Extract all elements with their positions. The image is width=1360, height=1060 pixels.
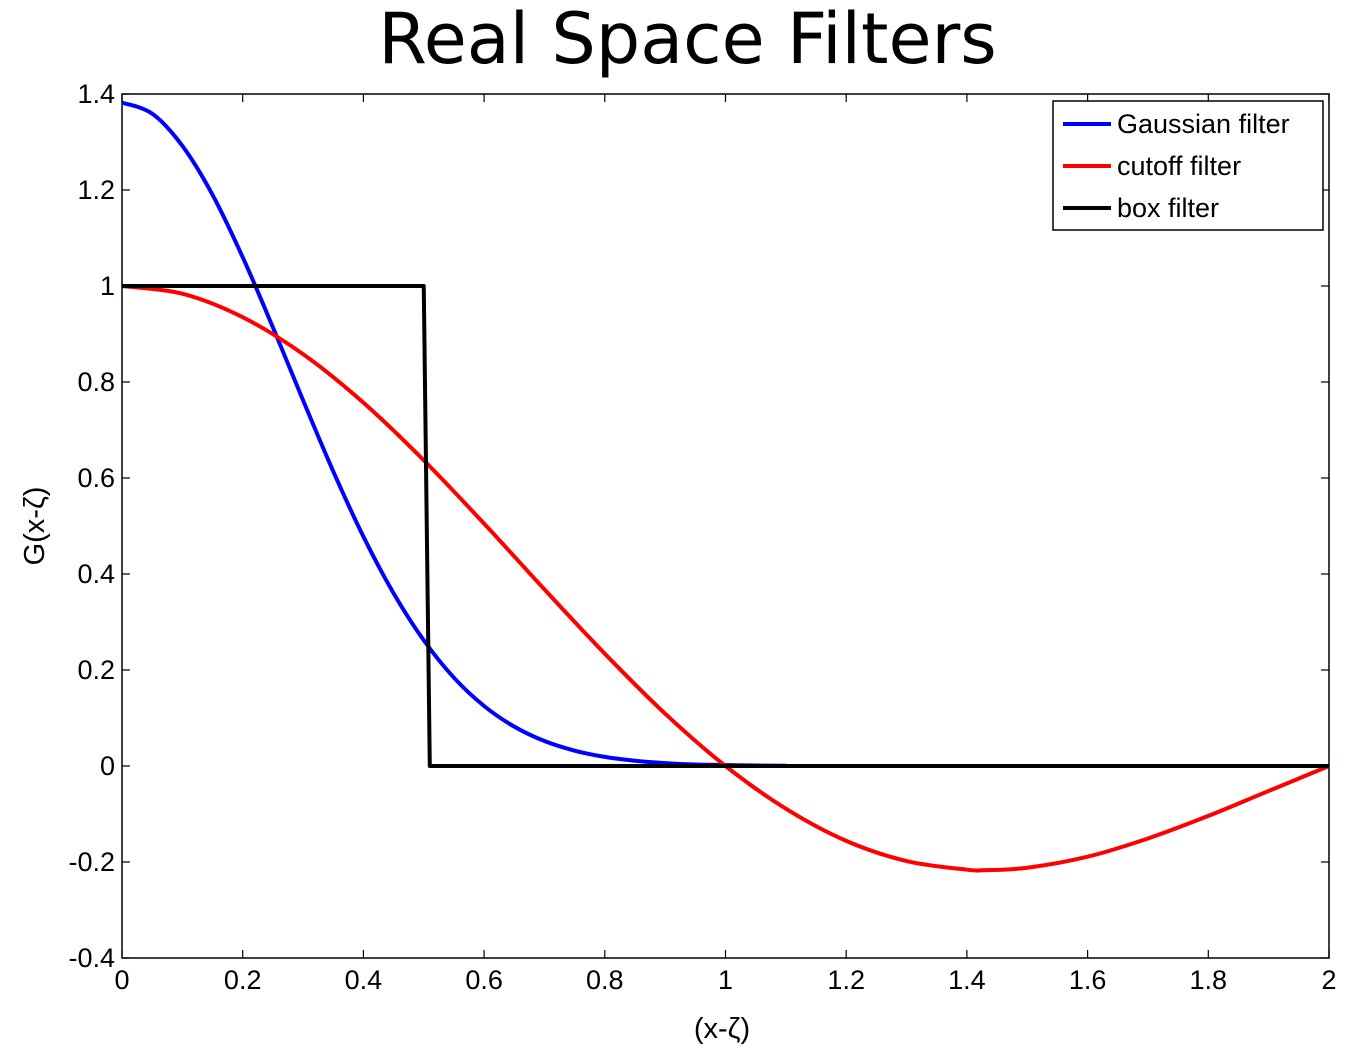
y-tick-label: -0.4 xyxy=(68,943,115,973)
x-tick-label: 0.6 xyxy=(465,965,503,995)
series-line-gaussian xyxy=(121,100,786,768)
x-tick-label: 1.4 xyxy=(948,965,986,995)
y-tick-label: 1 xyxy=(100,271,115,301)
y-tick-label: 0.6 xyxy=(77,463,115,493)
x-tick-label: 1.2 xyxy=(827,965,865,995)
y-axis-label: G(x-ζ) xyxy=(19,487,51,566)
y-tick-label: 1.4 xyxy=(77,79,115,109)
y-tick-label: 0.2 xyxy=(77,655,115,685)
x-tick-label: 0.2 xyxy=(224,965,262,995)
y-tick-label: 1.2 xyxy=(77,175,115,205)
chart-title: Real Space Filters xyxy=(378,0,997,80)
x-axis-label: (x-ζ) xyxy=(694,1013,750,1045)
x-tick-label: 1.8 xyxy=(1190,965,1228,995)
series-line-box xyxy=(122,284,1329,768)
series-line-cutoff xyxy=(121,284,1330,873)
y-tick-label: 0 xyxy=(100,751,115,781)
y-tick-label: 0.8 xyxy=(77,367,115,397)
ticks-group: 0 0.2 0.4 0.6 0.8 1 1.2 1.4 1.6 1.8 2 -0.4 -0.2 0 0.2 0… xyxy=(68,79,1336,995)
legend-label-cutoff: cutoff filter xyxy=(1117,151,1241,181)
legend: Gaussian filter cutoff filter box filter xyxy=(1052,100,1324,231)
y-tick-label: 0.4 xyxy=(77,559,115,589)
x-tick-label: 1 xyxy=(718,965,733,995)
x-tick-label: 2 xyxy=(1321,965,1336,995)
x-tick-label: 0.8 xyxy=(586,965,624,995)
legend-label-box: box filter xyxy=(1117,193,1219,223)
series-group xyxy=(121,100,1330,873)
legend-label-gaussian: Gaussian filter xyxy=(1117,109,1290,139)
x-tick-label: 0 xyxy=(114,965,129,995)
x-tick-label: 1.6 xyxy=(1069,965,1107,995)
y-tick-label: -0.2 xyxy=(68,847,115,877)
x-tick-label: 0.4 xyxy=(345,965,383,995)
